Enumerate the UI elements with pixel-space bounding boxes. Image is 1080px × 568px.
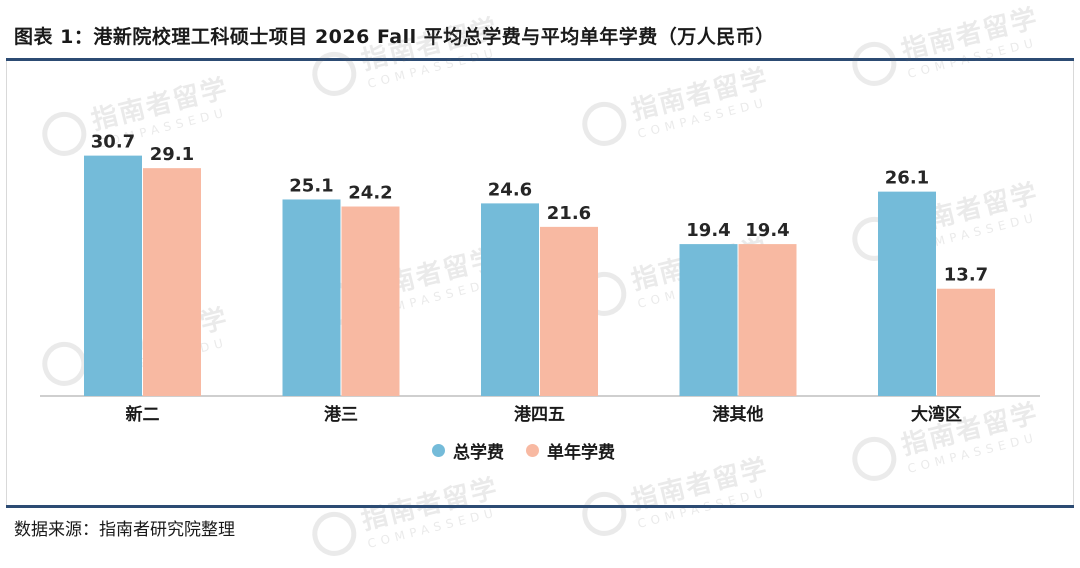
data-label-total-2: 25.1 bbox=[289, 175, 333, 196]
x-tick-label-2: 港三 bbox=[324, 404, 358, 425]
data-label-total-4: 19.4 bbox=[686, 220, 730, 241]
bar-annual-4 bbox=[738, 244, 797, 396]
x-tick-label-3: 港四五 bbox=[514, 404, 565, 425]
bar-total-3 bbox=[481, 203, 539, 396]
data-label-annual-1: 29.1 bbox=[150, 144, 194, 165]
bar-annual-5 bbox=[937, 288, 995, 396]
legend: 总学费 单年学费 bbox=[432, 438, 615, 463]
bar-annual-1 bbox=[143, 168, 201, 396]
data-label-annual-2: 24.2 bbox=[348, 183, 392, 204]
data-label-total-3: 24.6 bbox=[488, 179, 532, 200]
legend-item-total: 总学费 bbox=[432, 438, 504, 463]
chart-frame bbox=[6, 61, 1074, 505]
data-label-annual-3: 21.6 bbox=[547, 203, 591, 224]
bar-total-2 bbox=[282, 199, 341, 396]
source-note: 数据来源：指南者研究院整理 bbox=[14, 520, 235, 540]
data-label-annual-5: 13.7 bbox=[944, 265, 988, 286]
data-label-total-5: 26.1 bbox=[885, 168, 929, 189]
footer-rule bbox=[6, 505, 1074, 508]
title-rule bbox=[6, 58, 1074, 61]
bar-total-1 bbox=[84, 155, 142, 396]
data-label-annual-4: 19.4 bbox=[745, 220, 789, 241]
legend-item-annual: 单年学费 bbox=[526, 438, 615, 463]
legend-swatch-annual bbox=[526, 444, 539, 457]
data-label-total-1: 30.7 bbox=[91, 132, 135, 153]
bar-annual-3 bbox=[540, 226, 598, 396]
bar-total-5 bbox=[878, 191, 936, 396]
bar-total-4 bbox=[679, 244, 738, 396]
x-tick-label-5: 大湾区 bbox=[911, 404, 962, 425]
legend-label-annual: 单年学费 bbox=[547, 443, 615, 463]
chart-title: 图表 1：港新院校理工科硕士项目 2026 Fall 平均总学费与平均单年学费（… bbox=[14, 26, 775, 48]
bar-annual-2 bbox=[341, 206, 400, 396]
legend-label-total: 总学费 bbox=[453, 443, 504, 463]
x-tick-label-1: 新二 bbox=[126, 404, 160, 425]
x-tick-label-4: 港其他 bbox=[713, 404, 764, 425]
legend-swatch-total bbox=[432, 444, 445, 457]
